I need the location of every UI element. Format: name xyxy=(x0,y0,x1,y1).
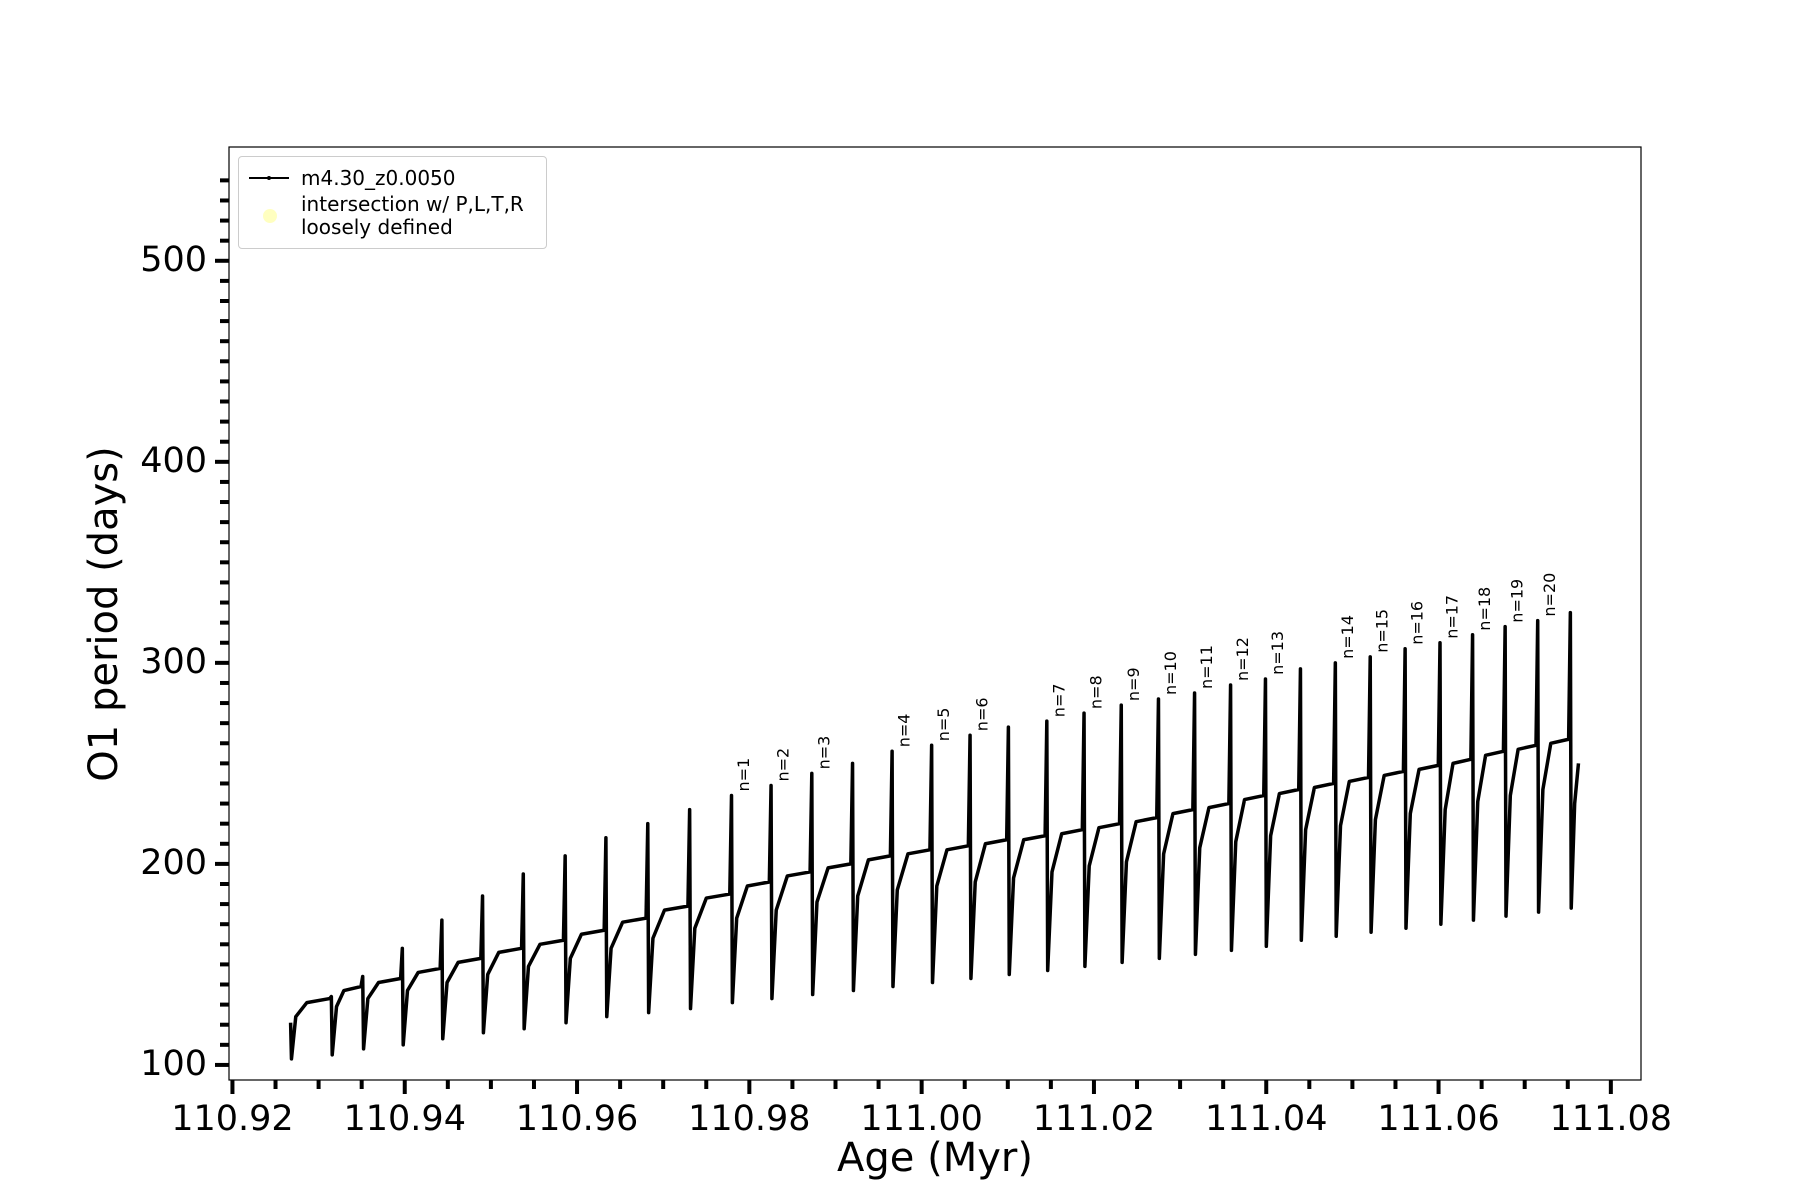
annotation: n=14 xyxy=(1338,615,1357,659)
data-line xyxy=(288,610,1581,1061)
y-axis-label: O1 period (days) xyxy=(81,446,127,781)
annotation: n=8 xyxy=(1087,675,1106,709)
annotation: n=11 xyxy=(1197,645,1216,689)
x-tick-label: 110.96 xyxy=(516,1099,638,1139)
annotation: n=16 xyxy=(1408,601,1427,645)
annotation: n=20 xyxy=(1540,573,1559,617)
legend-handle xyxy=(249,176,289,180)
annotation: n=4 xyxy=(895,714,914,748)
annotation: n=17 xyxy=(1443,595,1462,639)
annotation: n=12 xyxy=(1233,637,1252,681)
legend: m4.30_z0.0050 intersection w/ P,L,T,R loo… xyxy=(238,156,547,249)
y-tick-label: 200 xyxy=(140,843,207,883)
legend-marker xyxy=(267,176,271,180)
annotation: n=1 xyxy=(734,758,753,792)
plot-frame xyxy=(228,146,1642,1081)
annotation: n=19 xyxy=(1508,579,1527,623)
x-tick-label: 111.06 xyxy=(1377,1099,1499,1139)
annotation: n=2 xyxy=(774,748,793,782)
annotation: n=7 xyxy=(1049,683,1068,717)
x-tick-label: 110.98 xyxy=(688,1099,810,1139)
legend-entry: m4.30_z0.0050 xyxy=(239,166,546,190)
annotation: n=9 xyxy=(1124,667,1143,701)
y-tick-label: 500 xyxy=(140,240,207,280)
legend-label: m4.30_z0.0050 xyxy=(301,165,456,190)
y-tick-label: 400 xyxy=(140,441,207,481)
annotation: n=13 xyxy=(1268,631,1287,675)
annotation: n=18 xyxy=(1475,587,1494,631)
x-tick-label: 111.02 xyxy=(1033,1099,1155,1139)
legend-marker xyxy=(263,209,277,223)
legend-entry: intersection w/ P,L,T,R loosely defined xyxy=(239,193,546,239)
annotation: n=5 xyxy=(934,708,953,742)
legend-handle xyxy=(263,209,277,223)
x-tick-label: 110.94 xyxy=(344,1099,466,1139)
annotation: n=10 xyxy=(1161,651,1180,695)
y-tick-label: 100 xyxy=(140,1044,207,1084)
annotation: n=6 xyxy=(973,697,992,731)
annotation: n=3 xyxy=(814,736,833,770)
x-tick-label: 110.92 xyxy=(171,1099,293,1139)
x-tick-label: 111.08 xyxy=(1550,1099,1672,1139)
legend-label: intersection w/ P,L,T,R loosely defined xyxy=(301,192,524,239)
x-tick-label: 111.04 xyxy=(1205,1099,1327,1139)
x-axis-label: Age (Myr) xyxy=(837,1135,1033,1181)
x-tick-label: 111.00 xyxy=(860,1099,982,1139)
y-tick-label: 300 xyxy=(140,642,207,682)
annotation: n=15 xyxy=(1373,609,1392,653)
